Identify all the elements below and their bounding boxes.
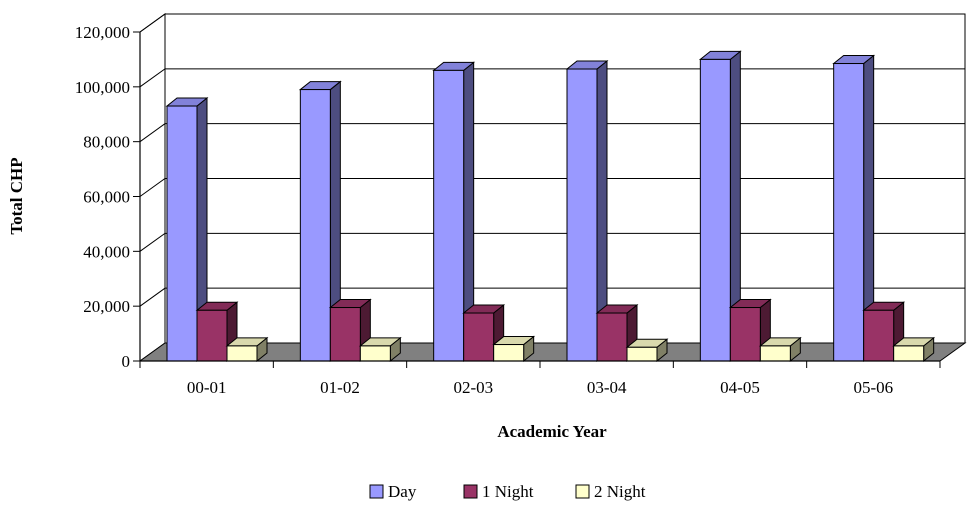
legend-label: 1 Night [482,482,534,501]
x-axis-title: Academic Year [497,422,607,441]
bar-2-night-03-04 [625,338,669,363]
y-tick-label: 20,000 [83,297,130,316]
legend-item-2-night: 2 Night [575,482,646,501]
bar-day-01-02 [298,80,342,363]
bar-front [863,309,895,362]
gridline [139,68,965,88]
gridlines [139,13,965,307]
bar-front [566,68,598,362]
y-tick-label: 100,000 [75,78,130,97]
bar-front [463,312,495,362]
y-axis-title: Total CHP [7,157,26,234]
y-tick-label: 0 [122,352,131,371]
bars [165,50,936,363]
bar-front [299,89,331,362]
gridline [139,178,965,197]
bar-front [196,309,228,362]
gridline [139,287,965,307]
bar-2-night-05-06 [892,336,936,363]
legend-swatch [369,484,384,499]
y-axis-ticks: 0 20,000 40,000 60,000 80,000 100,000 120,000 [75,23,140,371]
gridline [139,123,965,143]
legend-item-1-night: 1 Night [463,482,534,501]
bar-front [226,345,258,362]
bar-2-night-01-02 [358,336,402,363]
bar-front [433,69,465,362]
bar-front [329,307,361,362]
x-tick-label: 05-06 [853,378,893,397]
y-tick-label: 60,000 [83,188,130,207]
bar-day-03-04 [565,59,609,363]
bar-front [493,344,525,362]
x-tick-label: 00-01 [187,378,227,397]
legend-label: 2 Night [594,482,646,501]
x-tick-label: 03-04 [587,378,627,397]
bar-front [626,346,658,362]
gridline [139,232,965,252]
x-tick-label: 04-05 [720,378,760,397]
x-axis-ticks: 00-01 01-02 02-03 03-04 04-05 05-06 [139,361,941,397]
legend-swatch [463,484,478,499]
x-tick-label: 02-03 [453,378,493,397]
bar-day-02-03 [432,61,476,363]
bar-front [833,63,865,362]
x-tick-label: 01-02 [320,378,360,397]
bar-2-night-04-05 [758,336,802,363]
gridline [139,13,965,33]
bar-2-night-00-01 [225,336,269,363]
bar-front [759,345,791,362]
bar-front [893,345,925,362]
bar-front [596,312,628,362]
legend-swatch [575,484,590,499]
legend: Day 1 Night 2 Night [369,482,646,501]
bar-front [166,105,198,362]
bar-front [729,307,761,362]
legend-label: Day [388,482,417,501]
bar-front [359,345,391,362]
bar-front [699,58,731,362]
legend-item-day: Day [369,482,417,501]
y-tick-label: 80,000 [83,133,130,152]
y-tick-label: 120,000 [75,23,130,42]
bar-2-night-02-03 [492,335,536,363]
bar-day-05-06 [832,54,876,363]
y-tick-label: 40,000 [83,242,130,261]
